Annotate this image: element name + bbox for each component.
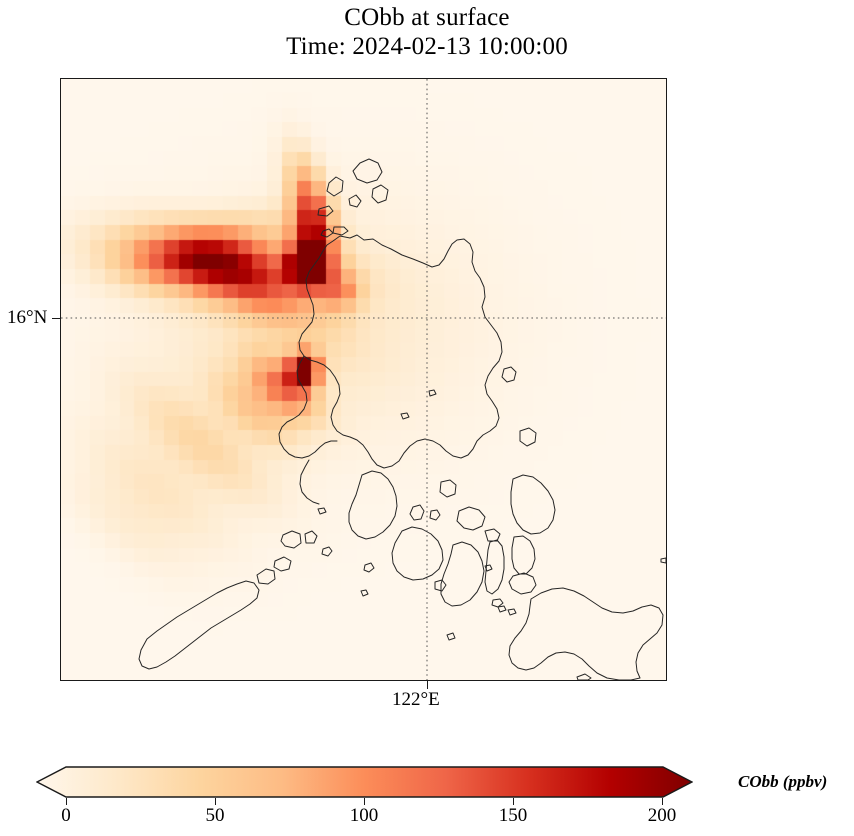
colorbar-gradient[interactable] — [36, 766, 693, 798]
page-title: CObb at surface — [344, 4, 510, 31]
colorbar-tick-0 — [66, 798, 67, 805]
colorbar-tick-label-100: 100 — [349, 805, 379, 826]
colorbar-tick-150 — [513, 798, 514, 805]
colorbar[interactable]: 0 50 100 150 200 CObb (ppbv) — [0, 758, 854, 836]
chart-title-block: CObb at surface Time: 2024-02-13 10:00:0… — [0, 4, 854, 62]
colorbar-tick-200 — [662, 798, 663, 805]
colorbar-tick-50 — [215, 798, 216, 805]
chart-subtitle: Time: 2024-02-13 10:00:00 — [286, 32, 568, 60]
colorbar-axis-label: CObb (ppbv) — [738, 772, 828, 791]
colorbar-tick-label-200: 200 — [647, 805, 677, 826]
lon-tick-label: 122°E — [392, 689, 440, 710]
colorbar-tick-label-150: 150 — [498, 805, 528, 826]
map-plot-area[interactable] — [60, 78, 667, 681]
colorbar-tick-label-0: 0 — [61, 805, 71, 826]
concentration-heatmap-layer — [61, 79, 666, 680]
lat-tick-label: 16°N — [7, 307, 48, 328]
lon-tick-mark — [426, 681, 428, 689]
colorbar-tick-label-50: 50 — [205, 805, 225, 826]
lat-tick-mark — [52, 317, 60, 319]
colorbar-tick-100 — [364, 798, 365, 805]
